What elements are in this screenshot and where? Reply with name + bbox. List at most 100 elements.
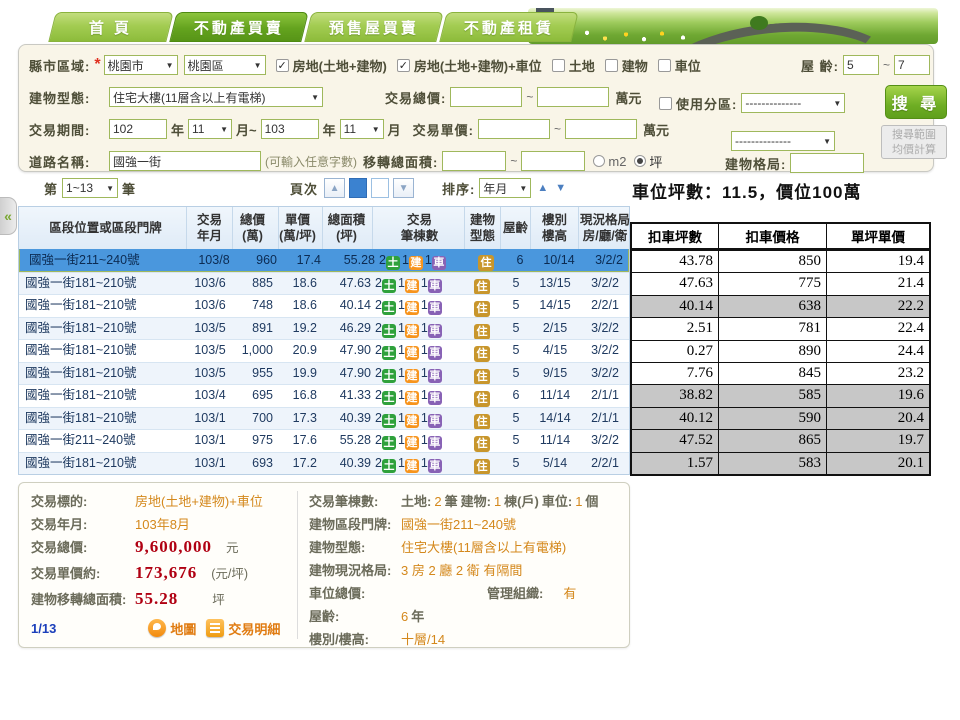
cell-deducted-price: 890: [719, 340, 827, 362]
checkbox-icon: ✓: [396, 58, 410, 72]
map-icon: [148, 619, 167, 637]
area-from-input[interactable]: [442, 151, 507, 171]
residential-badge-icon: 住: [474, 278, 490, 294]
cell-building-type: 住: [465, 430, 501, 452]
period-from-month-select[interactable]: 11 ▼: [188, 119, 233, 139]
detail-area-row: 建物移轉總面積: 55.28 坪: [31, 589, 293, 615]
total-price-from-input[interactable]: [450, 87, 523, 107]
building-badge-icon: 建: [404, 323, 419, 338]
cell-transaction-ym: 103/1: [194, 433, 226, 447]
target-type-checkbox[interactable]: 建物: [595, 56, 648, 75]
layout-label: 建物格局:: [725, 156, 787, 172]
tab-presale-sale[interactable]: 預售屋買賣: [304, 12, 444, 42]
land-badge-icon: 土: [381, 413, 396, 428]
parking-table-row: 2.51 781 22.4: [632, 317, 929, 340]
zone-label: 使用分區:: [676, 96, 738, 112]
cell-deducted-area: 47.63: [632, 273, 719, 295]
district-select[interactable]: 桃園區 ▼: [183, 55, 266, 75]
target-type-checkbox[interactable]: ✓ 房地(土地+建物): [266, 56, 387, 75]
city-select[interactable]: 桃園市 ▼: [103, 55, 178, 75]
layout-input[interactable]: [790, 153, 865, 173]
page-number-button[interactable]: [349, 178, 368, 198]
sidebar-collapse-button[interactable]: «: [0, 197, 17, 235]
map-button[interactable]: 地圖: [148, 619, 196, 638]
cell-deducted-price: 865: [719, 430, 827, 452]
cell-total-price: 885: [252, 275, 273, 290]
area-to-input[interactable]: [521, 151, 586, 171]
target-type-checkbox[interactable]: 車位: [648, 56, 701, 75]
cell-deducted-price: 583: [719, 452, 827, 474]
checkbox-label: 房地(土地+建物)+車位: [413, 58, 542, 74]
tab-real-estate-sale[interactable]: 不動產買賣: [169, 12, 309, 42]
target-type-checkbox[interactable]: ✓ 房地(土地+建物)+車位: [387, 56, 542, 75]
page-down-button[interactable]: ▼: [393, 178, 415, 198]
year-suffix-1: 年: [171, 122, 185, 138]
period-to-month-select[interactable]: 11 ▼: [339, 119, 384, 139]
cell-age: 6: [516, 252, 524, 267]
period-from-year-input[interactable]: [109, 119, 167, 139]
cell-layout: 3/2/2: [591, 343, 619, 357]
parking-count: 1: [420, 275, 428, 290]
zone-checkbox-icon[interactable]: [659, 96, 672, 110]
cell-address: 國強一街181~210號: [25, 388, 137, 402]
page-up-button[interactable]: ▲: [324, 178, 346, 198]
cell-total-area: 40.39: [339, 455, 371, 470]
page-number-button[interactable]: [371, 178, 390, 198]
unit-price-from-input[interactable]: [477, 119, 550, 139]
target-type-checkbox[interactable]: 土地: [542, 56, 595, 75]
age-to-input[interactable]: [893, 55, 930, 75]
detail-floor-row: 樓別/樓高: 十層/14: [309, 629, 625, 652]
cell-total-price: 975: [252, 433, 273, 447]
cell-unit-price: 17.6: [292, 433, 317, 447]
tab-rental[interactable]: 不動產租賃: [439, 12, 579, 42]
land-badge-icon: 土: [381, 323, 396, 338]
tab-home[interactable]: 首 頁: [48, 12, 174, 42]
range-average-calc-button[interactable]: 搜尋範圍 均價計算: [881, 125, 947, 159]
sort-direction-arrows[interactable]: ▲ ▼: [537, 182, 569, 194]
cell-layout: 2/1/1: [591, 388, 619, 402]
m2-radio[interactable]: [593, 155, 606, 167]
zone-select[interactable]: -------------- ▼: [741, 93, 846, 113]
period-to-year-input[interactable]: [260, 119, 319, 139]
parking-table-row: 43.78 850 19.4: [632, 250, 929, 273]
cell-deducted-area: 2.51: [632, 318, 719, 340]
cell-age: 5: [512, 365, 520, 380]
sort-select[interactable]: 年月 ▼: [479, 178, 532, 198]
form-row-building-type: 建物型態: 住宅大樓(11層含以上有電梯) ▼ 交易總價: ~ 萬元: [29, 85, 641, 109]
transaction-detail-button[interactable]: 交易明細: [206, 619, 280, 638]
cell-address: 國強一街181~210號: [25, 298, 137, 312]
search-button[interactable]: 搜 尋: [885, 85, 947, 119]
parking-badge-icon: 車: [427, 368, 442, 383]
detail-age-row: 屋齡: 6 年: [309, 606, 625, 629]
region-label: 縣市區域:: [29, 58, 91, 74]
unit-price-to-input[interactable]: [565, 119, 637, 139]
total-price-to-input[interactable]: [537, 87, 610, 107]
header-floor: 樓別 樓高: [531, 207, 579, 249]
checkbox-icon: [657, 58, 671, 72]
residential-badge-icon: 住: [474, 368, 490, 384]
zone-select-2[interactable]: -------------- ▼: [731, 131, 835, 151]
cell-per-ping-price: 21.4: [897, 275, 924, 292]
form-row-age: 屋 齡: ~: [801, 53, 930, 77]
road-label: 道路名稱:: [29, 154, 91, 170]
cell-deducted-area: 40.14: [632, 295, 719, 318]
building-type-select[interactable]: 住宅大樓(11層含以上有電梯) ▼: [109, 87, 323, 107]
road-name-input[interactable]: [109, 151, 261, 171]
age-from-input[interactable]: [842, 55, 879, 75]
ping-radio-label: 坪: [649, 154, 663, 170]
record-range-select[interactable]: 1~13 ▼: [62, 178, 119, 198]
cell-layout: 3/2/2: [591, 433, 619, 447]
ping-radio[interactable]: [634, 155, 647, 167]
